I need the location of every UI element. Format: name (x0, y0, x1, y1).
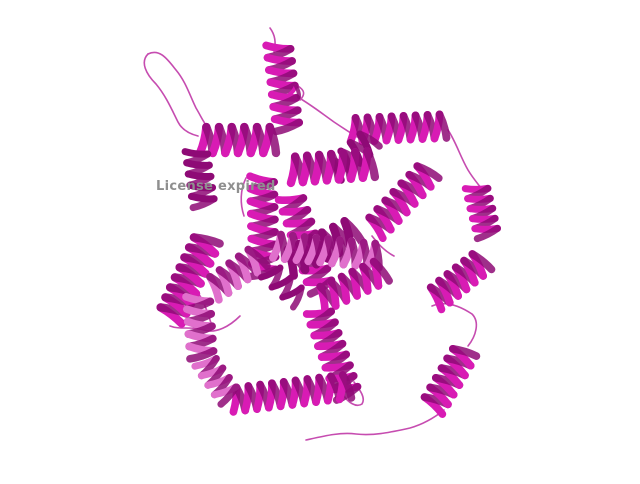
helix-14 (316, 257, 393, 315)
helix-5 (287, 84, 302, 99)
helix-3 (181, 148, 218, 212)
coil-segment-6 (447, 129, 485, 193)
helix-21 (426, 250, 496, 314)
coil-segment-13 (371, 235, 395, 257)
coil-segment-1 (147, 51, 211, 131)
coil-segment-7 (431, 302, 478, 347)
coil-segment-5 (297, 85, 305, 101)
helix-6 (346, 110, 451, 146)
coil-segment-12 (240, 177, 247, 217)
helix-19 (206, 245, 271, 304)
license-expired-watermark: License expired (156, 179, 276, 194)
coil-segment-2 (143, 53, 199, 137)
helix-17 (191, 354, 240, 408)
helix-segments (156, 41, 502, 418)
coil-segment-8 (305, 409, 445, 441)
helix-2 (195, 122, 281, 158)
helix-23 (258, 264, 305, 311)
helix-16 (229, 370, 356, 416)
helix-9 (286, 147, 380, 188)
helix-8 (365, 162, 443, 243)
helix-18 (182, 292, 218, 363)
helix-20 (461, 184, 502, 243)
helix-22 (420, 344, 481, 418)
helix-1 (262, 41, 304, 136)
